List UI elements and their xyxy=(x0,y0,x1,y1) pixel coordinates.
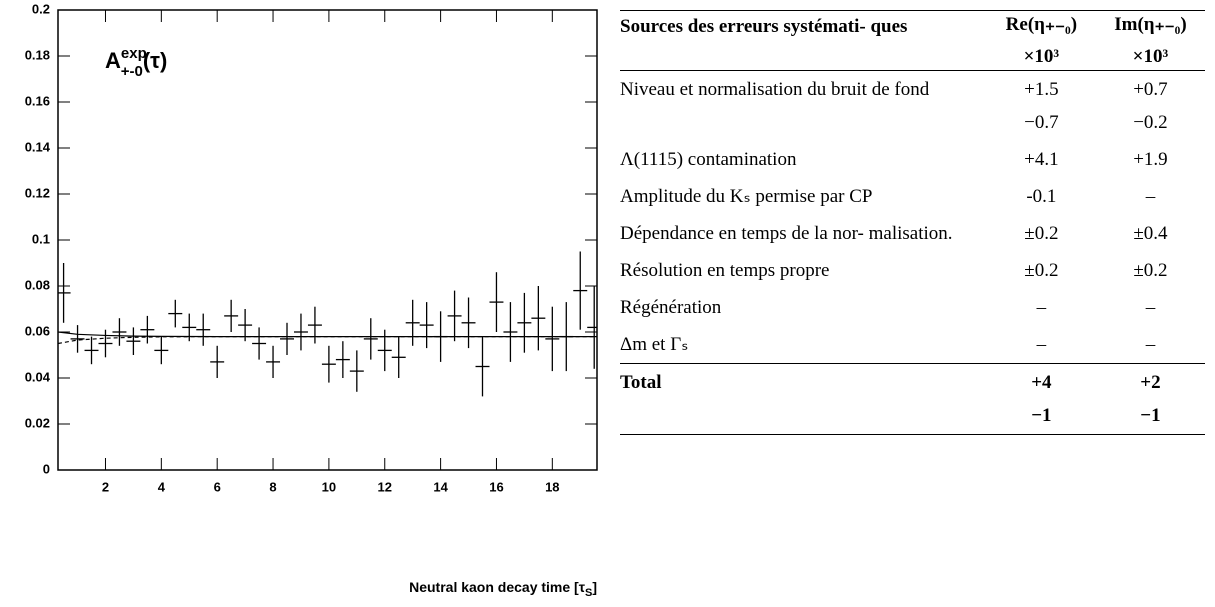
title-sup: exp xyxy=(121,45,147,62)
table-row: Niveau et normalisation du bruit de fond… xyxy=(620,71,1205,142)
header-im-name: Im(η₊₋₀) xyxy=(1114,14,1187,35)
title-main: A xyxy=(105,48,121,73)
value: – xyxy=(1145,334,1156,355)
value: ±0.4 xyxy=(1133,223,1168,244)
value: +4.1 xyxy=(1024,149,1059,170)
header-row: Sources des erreurs systémati- ques Re(η₊… xyxy=(620,10,1205,71)
x-tick-label: 18 xyxy=(545,479,559,494)
y-tick-label: 0.12 xyxy=(25,185,50,200)
x-tick-label: 6 xyxy=(214,479,221,494)
row-source: Dépendance en temps de la nor- malisatio… xyxy=(620,223,953,244)
y-tick-label: 0.08 xyxy=(25,277,50,292)
title-arg: (τ) xyxy=(143,48,167,73)
y-tick-label: 0.04 xyxy=(25,369,51,384)
row-value: +2 −1 xyxy=(1095,363,1205,435)
row-source: Δm et Γₛ xyxy=(620,334,689,355)
row-value: – xyxy=(987,326,1096,364)
row-source: Amplitude du Kₛ permise par CP xyxy=(620,186,873,207)
row-source: Résolution en temps propre xyxy=(620,260,830,281)
x-tick-label: 8 xyxy=(269,479,276,494)
row-value: +1.9 xyxy=(1096,141,1205,178)
row-value: – xyxy=(987,289,1096,326)
value: +2 xyxy=(1140,372,1161,393)
row-value: -0.1 xyxy=(987,178,1096,215)
y-tick-label: 0.2 xyxy=(32,1,50,16)
x-tick-label: 2 xyxy=(102,479,109,494)
row-value: +1.5 −0.7 xyxy=(987,71,1096,142)
y-tick-label: 0 xyxy=(43,461,50,476)
table-row: Dépendance en temps de la nor- malisatio… xyxy=(620,215,1205,252)
table-row: Amplitude du Kₛ permise par CP -0.1 – xyxy=(620,178,1205,215)
y-tick-label: 0.14 xyxy=(25,139,51,154)
row-value: – xyxy=(1096,326,1205,364)
row-source: Λ(1115) contamination xyxy=(620,149,797,170)
value: – xyxy=(1145,297,1156,318)
chart: Aexp +-0(τ) Neutral kaon decay time [τS] … xyxy=(25,1,598,599)
y-tick-label: 0.02 xyxy=(25,415,50,430)
row-value: ±0.2 xyxy=(1096,252,1205,289)
header-re: Re(η₊₋₀) ×10³ xyxy=(986,10,1096,71)
row-value: – xyxy=(1096,289,1205,326)
row-source: Total xyxy=(620,363,987,435)
value: ±0.2 xyxy=(1133,260,1168,281)
systematics-table: Sources des erreurs systémati- ques Re(η₊… xyxy=(620,10,1205,435)
x-tick-label: 14 xyxy=(433,479,448,494)
header-im-unit: ×10³ xyxy=(1132,46,1169,67)
y-tick-label: 0.16 xyxy=(25,93,50,108)
table-row: Régénération – – xyxy=(620,289,1205,326)
value: ±0.2 xyxy=(1024,260,1059,281)
value: – xyxy=(1036,297,1047,318)
row-value: ±0.2 xyxy=(987,215,1096,252)
fit-line xyxy=(57,331,597,338)
y-tick-label: 0.06 xyxy=(25,323,50,338)
x-tick-label: 16 xyxy=(489,479,503,494)
row-value: ±0.2 xyxy=(987,252,1096,289)
value: +1.5 xyxy=(1024,79,1059,100)
value: −0.7 xyxy=(1024,112,1059,133)
value: −0.2 xyxy=(1133,112,1168,133)
chart-title: Aexp +-0(τ) xyxy=(105,45,167,80)
x-label-end: ] xyxy=(592,579,597,595)
x-tick-label: 12 xyxy=(378,479,392,494)
table-row: Λ(1115) contamination +4.1 +1.9 xyxy=(620,141,1205,178)
row-value: +0.7 −0.2 xyxy=(1096,71,1205,142)
x-tick-label: 10 xyxy=(322,479,336,494)
row-value: ±0.4 xyxy=(1096,215,1205,252)
x-label-main: Neutral kaon decay time [τ xyxy=(409,579,586,595)
row-source: Régénération xyxy=(620,297,722,318)
header-im: Im(η₊₋₀) ×10³ xyxy=(1095,10,1205,71)
row-source: Niveau et normalisation du bruit de fond xyxy=(620,79,930,100)
title-sub: +-0 xyxy=(121,63,143,80)
value: −1 xyxy=(1031,405,1052,426)
y-tick-label: 0.18 xyxy=(25,47,50,62)
row-value: +4 −1 xyxy=(986,363,1096,435)
table-row: Résolution en temps propre ±0.2 ±0.2 xyxy=(620,252,1205,289)
value: +0.7 xyxy=(1133,79,1168,100)
value: −1 xyxy=(1140,405,1161,426)
y-tick-label: 0.1 xyxy=(32,231,50,246)
row-value: – xyxy=(1096,178,1205,215)
value: -0.1 xyxy=(1026,186,1057,207)
header-source: Sources des erreurs systémati- ques xyxy=(620,10,987,71)
header-re-name: Re(η₊₋₀) xyxy=(1005,14,1078,35)
x-axis-label: Neutral kaon decay time [τS] xyxy=(409,579,597,599)
value: – xyxy=(1036,334,1047,355)
value: – xyxy=(1145,186,1156,207)
fit-line xyxy=(57,336,597,345)
x-label-sub: S xyxy=(585,587,592,599)
value: +1.9 xyxy=(1133,149,1168,170)
x-tick-label: 4 xyxy=(158,479,166,494)
value: +4 xyxy=(1031,372,1052,393)
header-re-unit: ×10³ xyxy=(1023,46,1060,67)
value: ±0.2 xyxy=(1024,223,1059,244)
table-row: Δm et Γₛ – – xyxy=(620,326,1205,364)
row-value: +4.1 xyxy=(987,141,1096,178)
table-row: Total +4 −1 +2 −1 xyxy=(620,363,1205,435)
